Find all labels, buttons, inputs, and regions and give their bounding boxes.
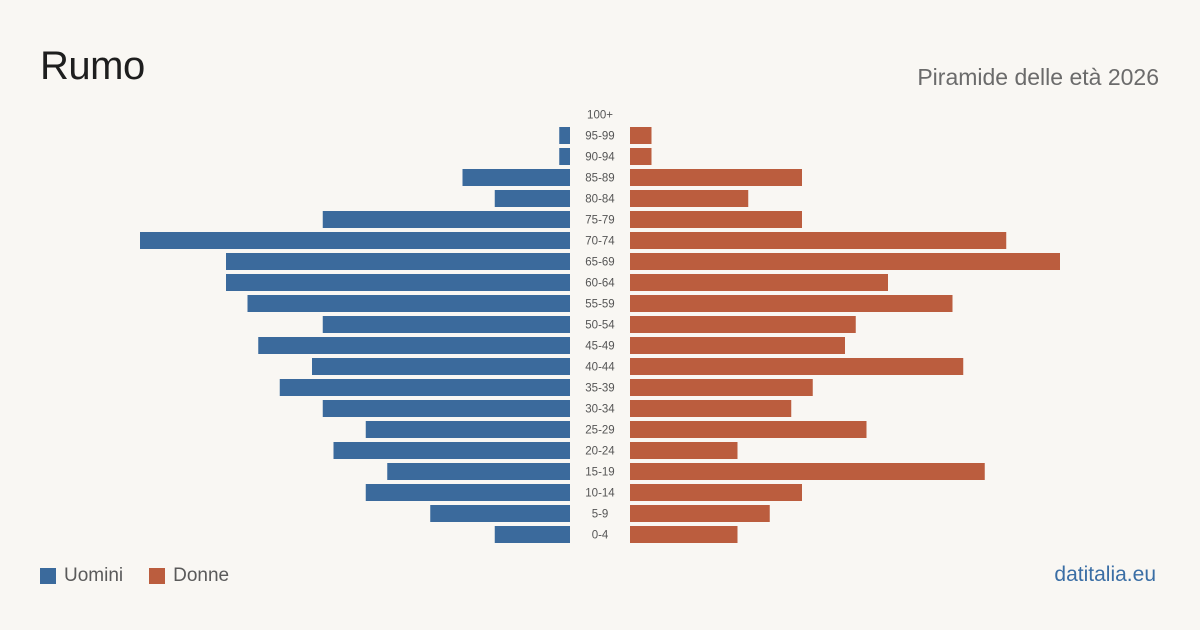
bar-women <box>630 421 867 438</box>
age-label: 100+ <box>587 110 613 122</box>
bar-men <box>258 337 570 354</box>
bar-women <box>630 127 652 144</box>
bar-men <box>140 232 570 249</box>
bar-women <box>630 253 1060 270</box>
age-label: 15-19 <box>585 467 614 479</box>
bar-men <box>430 505 570 522</box>
bar-men <box>322 316 570 333</box>
bar-men <box>279 379 570 396</box>
bar-women <box>630 274 888 291</box>
bar-men <box>365 421 570 438</box>
age-label: 55-59 <box>585 299 614 311</box>
age-label: 40-44 <box>585 362 615 374</box>
bar-women <box>630 295 953 312</box>
bar-women <box>630 169 802 186</box>
legend-item-men: Uomini <box>40 565 123 587</box>
bar-women <box>630 400 792 417</box>
bar-women <box>630 526 738 543</box>
legend: Uomini Donne <box>40 565 255 587</box>
bar-men <box>322 211 570 228</box>
age-label: 85-89 <box>585 173 614 185</box>
age-label: 60-64 <box>585 278 615 290</box>
bar-women <box>630 463 985 480</box>
bar-men <box>387 463 570 480</box>
bar-women <box>630 442 738 459</box>
age-label: 10-14 <box>585 488 615 500</box>
bar-women <box>630 484 802 501</box>
bar-men <box>559 148 570 165</box>
bar-women <box>630 316 856 333</box>
bar-men <box>226 274 570 291</box>
age-label: 75-79 <box>585 215 614 227</box>
age-label: 90-94 <box>585 152 615 164</box>
age-label: 50-54 <box>585 320 615 332</box>
bar-women <box>630 148 652 165</box>
age-label: 80-84 <box>585 194 615 206</box>
bar-women <box>630 190 749 207</box>
legend-label-women: Donne <box>173 565 230 586</box>
age-label: 0-4 <box>592 530 609 542</box>
bar-men <box>226 253 570 270</box>
age-label: 45-49 <box>585 341 614 353</box>
age-label: 30-34 <box>585 404 615 416</box>
bar-men <box>462 169 570 186</box>
chart-title: Rumo <box>40 44 145 88</box>
bar-women <box>630 379 813 396</box>
age-label: 95-99 <box>585 131 614 143</box>
brand-link[interactable]: datitalia.eu <box>1054 563 1156 586</box>
age-label: 35-39 <box>585 383 614 395</box>
bar-men <box>333 442 570 459</box>
bar-men <box>494 526 570 543</box>
bar-men <box>247 295 570 312</box>
bar-women <box>630 358 964 375</box>
age-label: 20-24 <box>585 446 615 458</box>
bar-women <box>630 211 802 228</box>
legend-swatch-women <box>149 568 166 584</box>
bar-men <box>322 400 570 417</box>
chart-subtitle: Piramide delle età 2026 <box>917 64 1159 90</box>
bar-women <box>630 505 770 522</box>
bar-men <box>365 484 570 501</box>
age-label: 25-29 <box>585 425 614 437</box>
legend-item-women: Donne <box>149 565 229 587</box>
age-label: 5-9 <box>592 509 609 521</box>
legend-swatch-men <box>40 568 56 584</box>
age-label: 70-74 <box>585 236 615 248</box>
bar-men <box>494 190 570 207</box>
bar-women <box>630 232 1007 249</box>
legend-label-men: Uomini <box>64 565 124 586</box>
bar-women <box>630 337 845 354</box>
bar-men <box>559 127 570 144</box>
age-label: 65-69 <box>585 257 614 269</box>
bar-men <box>312 358 570 375</box>
